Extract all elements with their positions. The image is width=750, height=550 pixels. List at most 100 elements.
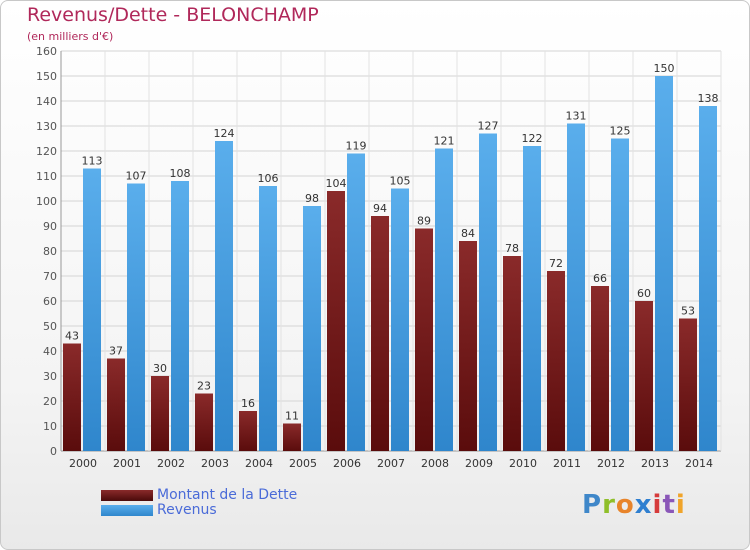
bar-debt xyxy=(415,228,433,451)
data-label-debt: 53 xyxy=(681,305,695,318)
data-label-revenue: 107 xyxy=(126,170,147,183)
x-tick-label: 2010 xyxy=(509,457,537,470)
y-tick-label: 70 xyxy=(43,270,57,283)
x-tick-label: 2009 xyxy=(465,457,493,470)
bar-debt xyxy=(283,423,301,451)
y-tick-label: 60 xyxy=(43,295,57,308)
data-label-debt: 23 xyxy=(197,380,211,393)
data-label-revenue: 131 xyxy=(566,110,587,123)
legend-label-revenue: Revenus xyxy=(157,502,217,518)
x-tick-label: 2013 xyxy=(641,457,669,470)
bar-revenue xyxy=(435,148,453,451)
bar-revenue xyxy=(259,186,277,451)
bar-revenue xyxy=(215,141,233,451)
data-label-revenue: 150 xyxy=(654,62,675,75)
proxiti-logo: Proxiti xyxy=(582,490,686,520)
bar-debt xyxy=(591,286,609,451)
bar-revenue xyxy=(655,76,673,451)
x-tick-label: 2003 xyxy=(201,457,229,470)
data-label-revenue: 138 xyxy=(698,92,719,105)
bar-revenue xyxy=(171,181,189,451)
bar-revenue xyxy=(523,146,541,451)
bar-debt xyxy=(195,393,213,451)
x-tick-label: 2001 xyxy=(113,457,141,470)
bar-revenue xyxy=(127,183,145,451)
y-tick-label: 110 xyxy=(36,170,57,183)
bar-revenue xyxy=(699,106,717,451)
data-label-debt: 30 xyxy=(153,362,167,375)
chart-title: Revenus/Dette - BELONCHAMP xyxy=(27,4,319,26)
y-tick-label: 160 xyxy=(36,45,57,58)
x-tick-label: 2005 xyxy=(289,457,317,470)
data-label-debt: 11 xyxy=(285,410,299,423)
bar-debt xyxy=(371,216,389,451)
data-label-revenue: 108 xyxy=(170,167,191,180)
bar-revenue xyxy=(303,206,321,451)
logo-letter: i xyxy=(652,490,663,520)
logo-letter: i xyxy=(675,490,686,520)
y-tick-label: 120 xyxy=(36,145,57,158)
y-tick-label: 40 xyxy=(43,345,57,358)
logo-letter: x xyxy=(634,490,653,520)
x-tick-label: 2012 xyxy=(597,457,625,470)
data-label-revenue: 113 xyxy=(82,155,103,168)
y-tick-label: 30 xyxy=(43,370,57,383)
y-tick-label: 150 xyxy=(36,70,57,83)
data-label-debt: 37 xyxy=(109,345,123,358)
bar-debt xyxy=(635,301,653,451)
y-tick-label: 50 xyxy=(43,320,57,333)
bar-revenue xyxy=(347,153,365,451)
logo-letter: r xyxy=(602,490,616,520)
y-tick-label: 20 xyxy=(43,395,57,408)
y-tick-label: 0 xyxy=(50,445,57,458)
bar-revenue xyxy=(479,133,497,451)
y-tick-label: 80 xyxy=(43,245,57,258)
data-label-revenue: 125 xyxy=(610,125,631,138)
y-tick-label: 90 xyxy=(43,220,57,233)
x-tick-label: 2014 xyxy=(685,457,713,470)
x-tick-label: 2004 xyxy=(245,457,273,470)
bar-debt xyxy=(327,191,345,451)
bar-debt xyxy=(151,376,169,451)
chart-subtitle: (en milliers d'€) xyxy=(27,30,114,43)
data-label-revenue: 105 xyxy=(390,175,411,188)
bar-revenue xyxy=(611,138,629,451)
bar-debt xyxy=(503,256,521,451)
data-label-revenue: 122 xyxy=(522,132,543,145)
legend-item-debt: Montant de la Dette xyxy=(101,487,297,503)
bar-debt xyxy=(107,358,125,451)
bar-debt xyxy=(679,318,697,451)
data-label-revenue: 106 xyxy=(258,172,279,185)
data-label-debt: 16 xyxy=(241,397,255,410)
bar-revenue xyxy=(83,168,101,451)
logo-letter: o xyxy=(615,490,635,520)
data-label-debt: 66 xyxy=(593,272,607,285)
bar-debt xyxy=(63,343,81,451)
x-tick-label: 2000 xyxy=(69,457,97,470)
legend-item-revenue: Revenus xyxy=(101,502,217,518)
data-label-revenue: 127 xyxy=(478,120,499,133)
data-label-debt: 84 xyxy=(461,227,475,240)
data-label-debt: 43 xyxy=(65,330,79,343)
data-label-debt: 104 xyxy=(326,177,347,190)
data-label-revenue: 121 xyxy=(434,135,455,148)
x-tick-label: 2002 xyxy=(157,457,185,470)
bar-revenue xyxy=(567,123,585,451)
data-label-debt: 78 xyxy=(505,242,519,255)
legend-label-debt: Montant de la Dette xyxy=(157,487,298,503)
logo-letter: P xyxy=(582,490,603,520)
y-tick-label: 130 xyxy=(36,120,57,133)
y-tick-label: 10 xyxy=(43,420,57,433)
data-label-revenue: 119 xyxy=(346,140,367,153)
y-tick-label: 100 xyxy=(36,195,57,208)
x-tick-label: 2007 xyxy=(377,457,405,470)
data-label-debt: 94 xyxy=(373,202,387,215)
x-tick-label: 2011 xyxy=(553,457,581,470)
x-tick-label: 2006 xyxy=(333,457,361,470)
data-label-revenue: 98 xyxy=(305,192,319,205)
logo-letter: t xyxy=(662,490,676,520)
x-tick-label: 2008 xyxy=(421,457,449,470)
y-tick-label: 140 xyxy=(36,95,57,108)
